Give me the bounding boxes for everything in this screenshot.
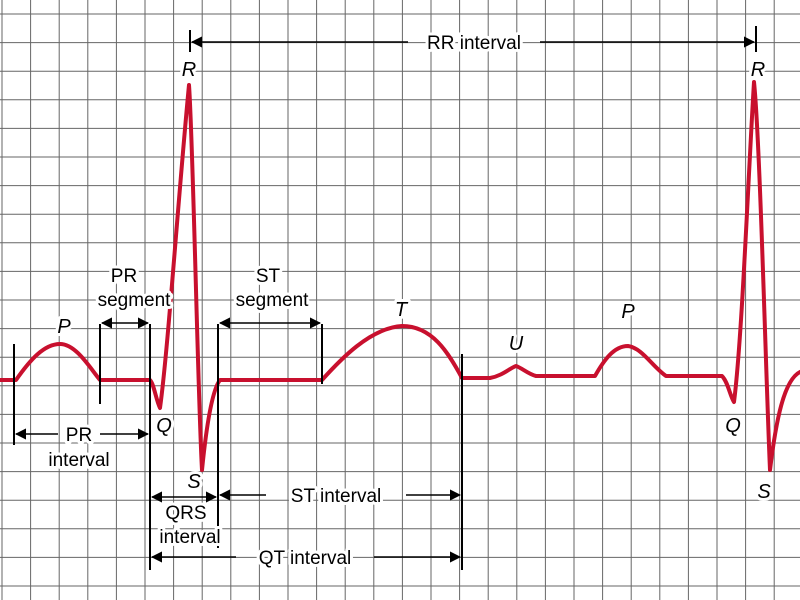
ecg-trace [0, 80, 800, 472]
r-wave-label: R [182, 59, 196, 81]
qrs-interval-label-line1: QRS [165, 503, 206, 524]
s-wave-label: S [187, 471, 201, 493]
q-wave-label: Q [156, 415, 172, 437]
p-wave-label-second: P [621, 301, 635, 323]
pr-interval-label-line2: interval [48, 450, 109, 471]
r-wave-label-second: R [751, 59, 765, 81]
wave-labels: P Q R S T U P Q R S [54, 56, 774, 506]
st-interval-label: ST interval [291, 486, 381, 507]
rr-interval-label: RR interval [427, 33, 521, 54]
pr-interval-label-line1: PR [66, 425, 92, 446]
p-wave-label: P [57, 316, 71, 338]
qt-interval-label: QT interval [259, 548, 352, 569]
interval-arrows [14, 36, 756, 563]
st-segment-label-line1: ST [256, 266, 281, 287]
pr-segment-label-line1: PR [111, 266, 137, 287]
interval-markers [13, 26, 757, 570]
t-wave-label: T [395, 299, 409, 321]
qrs-interval-label-line2: interval [159, 527, 220, 548]
u-wave-label: U [509, 333, 524, 355]
st-segment-label-line2: segment [236, 290, 310, 311]
pr-segment-label-line2: segment [98, 290, 172, 311]
interval-labels: RR interval PR segment ST segment PR int… [45, 30, 524, 572]
q-wave-label-second: Q [725, 415, 741, 437]
s-wave-label-second: S [757, 481, 771, 503]
